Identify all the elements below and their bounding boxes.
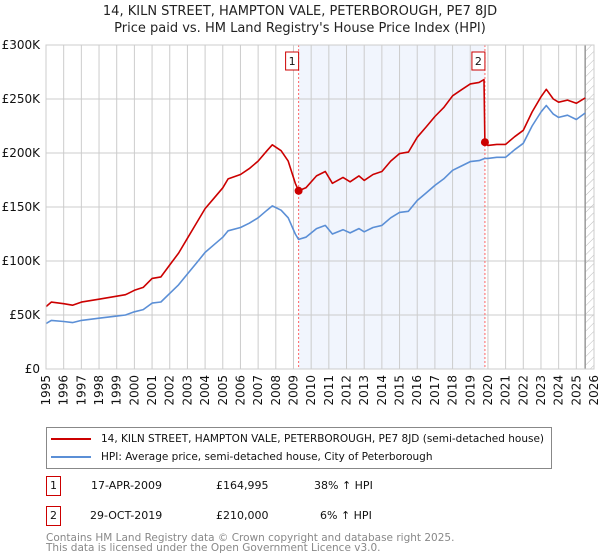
y-tick-label: £0 xyxy=(25,362,40,376)
x-tick-label: 2015 xyxy=(393,375,407,406)
x-tick-label: 2011 xyxy=(322,375,336,406)
x-tick-label: 2019 xyxy=(463,375,477,406)
sale-point xyxy=(480,138,489,147)
chart-subtitle: Price paid vs. HM Land Registry's House … xyxy=(114,21,486,36)
property-price-line xyxy=(45,78,586,308)
plot-border xyxy=(45,44,595,370)
x-tick-label: 2025 xyxy=(569,375,583,406)
x-tick-label: 2007 xyxy=(251,375,265,406)
sale-label-box xyxy=(285,51,300,71)
sale-price: £164,995 xyxy=(216,479,269,492)
x-tick-label: 2003 xyxy=(180,375,194,406)
chart-title: 14, KILN STREET, HAMPTON VALE, PETERBORO… xyxy=(102,4,498,19)
sale-marker: 1 xyxy=(46,476,61,496)
x-tick-label: 2012 xyxy=(340,375,354,406)
footer-copyright: Contains HM Land Registry data © Crown c… xyxy=(46,532,455,544)
x-tick-label: 1997 xyxy=(74,375,88,406)
x-tick-label: 2026 xyxy=(587,375,600,406)
x-tick-label: 2022 xyxy=(516,375,530,406)
x-tick-label: 2004 xyxy=(198,375,212,406)
x-tick-label: 2023 xyxy=(534,375,548,406)
sale-marker: 2 xyxy=(46,506,61,526)
x-tick-label: 1995 xyxy=(39,375,53,406)
y-tick-label: £200K xyxy=(2,146,42,160)
y-tick-label: £100K xyxy=(2,254,42,268)
x-tick-label: 2008 xyxy=(269,375,283,406)
sale-date: 17-APR-2009 xyxy=(91,479,163,492)
y-tick-label: £150K xyxy=(2,200,42,214)
x-tick-label: 1999 xyxy=(110,375,124,406)
x-tick-label: 2014 xyxy=(375,375,389,406)
x-tick-label: 2017 xyxy=(428,375,442,406)
sale-label-box xyxy=(471,51,486,71)
sale-label: 2 xyxy=(475,55,482,68)
forecast-hatch xyxy=(585,45,594,369)
hpi-line xyxy=(45,104,586,325)
footer-licence: This data is licensed under the Open Gov… xyxy=(46,542,381,554)
x-tick-label: 2020 xyxy=(481,375,495,406)
legend-item-property: 14, KILN STREET, HAMPTON VALE, PETERBORO… xyxy=(51,431,544,447)
x-tick-label: 2021 xyxy=(499,375,513,406)
y-tick-label: £50K xyxy=(9,308,41,322)
x-tick-label: 2018 xyxy=(446,375,460,406)
sale-point xyxy=(294,186,303,195)
sale-price: £210,000 xyxy=(216,509,269,522)
legend: 14, KILN STREET, HAMPTON VALE, PETERBORO… xyxy=(46,427,552,469)
sale-hpi-diff: 38% ↑ HPI xyxy=(314,479,373,492)
x-tick-label: 2009 xyxy=(286,375,300,406)
sale-date: 29-OCT-2019 xyxy=(90,509,163,522)
x-tick-label: 2024 xyxy=(552,375,566,406)
x-tick-label: 2010 xyxy=(304,375,318,406)
x-tick-label: 2013 xyxy=(357,375,371,406)
legend-label-property: 14, KILN STREET, HAMPTON VALE, PETERBORO… xyxy=(101,433,545,445)
y-tick-label: £250K xyxy=(2,92,42,106)
x-tick-label: 2001 xyxy=(145,375,159,406)
sale-label: 1 xyxy=(289,55,296,68)
x-tick-label: 1996 xyxy=(57,375,71,406)
legend-swatch-red xyxy=(51,438,91,440)
footer: Contains HM Land Registry data © Crown c… xyxy=(46,532,455,554)
x-tick-label: 2002 xyxy=(163,375,177,406)
x-tick-label: 1998 xyxy=(92,375,106,406)
legend-item-hpi: HPI: Average price, semi-detached house,… xyxy=(51,449,433,465)
legend-label-hpi: HPI: Average price, semi-detached house,… xyxy=(101,451,433,463)
x-tick-label: 2005 xyxy=(216,375,230,406)
x-tick-label: 2016 xyxy=(410,375,424,406)
y-tick-label: £300K xyxy=(2,38,42,52)
sale-hpi-diff: 6% ↑ HPI xyxy=(320,509,372,522)
x-tick-label: 2006 xyxy=(233,375,247,406)
x-tick-label: 2000 xyxy=(127,375,141,406)
legend-swatch-blue xyxy=(51,456,91,458)
